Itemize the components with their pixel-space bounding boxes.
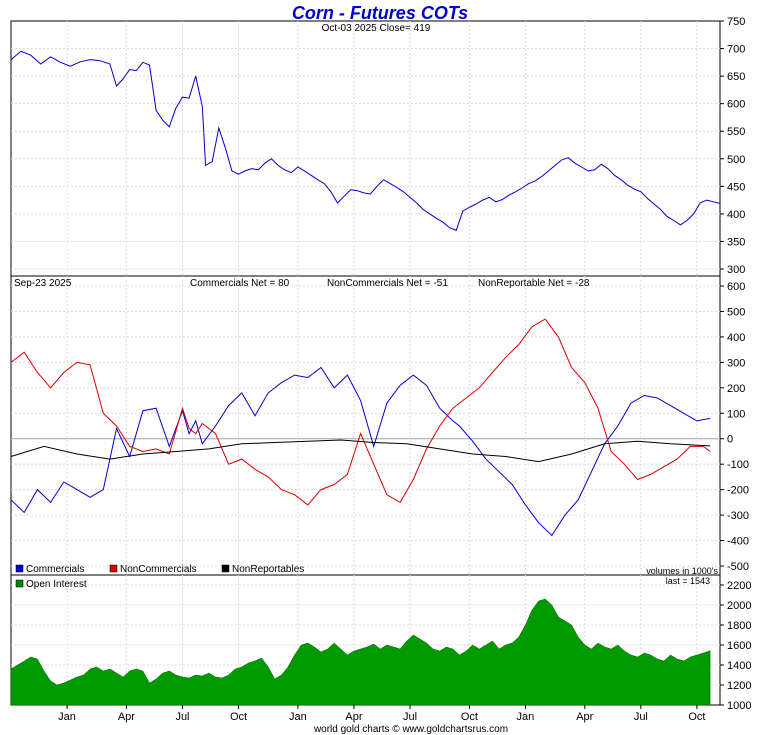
chart-title: Corn - Futures COTs xyxy=(292,3,468,23)
panel-frame xyxy=(10,275,721,576)
x-tick-label: Jul xyxy=(175,711,189,723)
y-tick-label: 400 xyxy=(727,332,745,344)
x-tick-label: Oct xyxy=(230,711,247,723)
x-tick-label: Jan xyxy=(58,711,76,723)
panel-frame xyxy=(10,20,721,277)
y-tick-label: 100 xyxy=(727,408,745,420)
y-tick-label: 600 xyxy=(727,281,745,293)
open-interest-panel: 1000 1200 1400 1600 1800 2000 2200 xyxy=(10,574,751,712)
net-line-commercials xyxy=(10,366,711,537)
y-tick-label: 300 xyxy=(727,264,745,276)
legend-open-interest: Open Interest xyxy=(26,579,87,590)
net-line-nonreportables xyxy=(10,439,711,463)
y-tick-label: 2200 xyxy=(727,580,751,592)
legend-noncommercials: NonCommercials xyxy=(120,564,197,575)
x-tick-label: Oct xyxy=(461,711,478,723)
x-tick-label: Jan xyxy=(517,711,535,723)
y-tick-label: 400 xyxy=(727,209,745,221)
y-tick-label: -400 xyxy=(727,536,749,548)
y-tick-label: -500 xyxy=(727,561,749,573)
y-tick-label: 750 xyxy=(727,16,745,28)
y-tick-label: 1800 xyxy=(727,620,751,632)
y-tick-label: 1200 xyxy=(727,680,751,692)
net-positions-panel: -500 -400 -300 -200 -100 0 100 200 300 400 500 600 xyxy=(10,275,749,576)
x-tick-label: Jul xyxy=(634,711,648,723)
y-tick-label: 1600 xyxy=(727,640,751,652)
y-tick-label: 450 xyxy=(727,181,745,193)
y-tick-label: 550 xyxy=(727,126,745,138)
y-tick-label: 2000 xyxy=(727,600,751,612)
price-line xyxy=(10,50,721,232)
y-tick-label: 500 xyxy=(727,306,745,318)
y-tick-label: 500 xyxy=(727,154,745,166)
x-tick-label: Oct xyxy=(688,711,705,723)
y-tick-label: 300 xyxy=(727,357,745,369)
net-line-noncommercials xyxy=(10,318,711,506)
legend-swatch-commercials xyxy=(15,564,24,573)
x-tick-label: Apr xyxy=(576,711,593,723)
x-tick-label: Jan xyxy=(289,711,307,723)
y-tick-label: -300 xyxy=(727,510,749,522)
y-tick-label: 200 xyxy=(727,383,745,395)
nonreportable-net-label: NonReportable Net = -28 xyxy=(478,278,590,289)
last-value-note: last = 1543 xyxy=(666,576,710,586)
legend-swatch-nonreportables xyxy=(221,564,230,573)
y-tick-label: 650 xyxy=(727,71,745,83)
y-tick-label: -100 xyxy=(727,459,749,471)
y-tick-label: 600 xyxy=(727,99,745,111)
x-tick-label: Jul xyxy=(403,711,417,723)
y-tick-label: 700 xyxy=(727,44,745,56)
chart-subtitle: Oct-03 2025 Close= 419 xyxy=(322,23,431,34)
y-tick-label: 1000 xyxy=(727,700,751,712)
volumes-note: volumes in 1000's xyxy=(646,566,718,576)
noncommercials-net-label: NonCommercials Net = -51 xyxy=(327,278,448,289)
y-tick-label: -200 xyxy=(727,485,749,497)
legend-nonreportables: NonReportables xyxy=(232,564,304,575)
y-tick-label: 1400 xyxy=(727,660,751,672)
x-tick-label: Apr xyxy=(118,711,135,723)
legend-swatch-noncommercials xyxy=(109,564,118,573)
commercials-net-label: Commercials Net = 80 xyxy=(190,278,290,289)
open-interest-area xyxy=(10,598,711,706)
footer-credit: world gold charts © www.goldchartsrus.co… xyxy=(313,724,508,735)
cot-date-label: Sep-23 2025 xyxy=(14,278,72,289)
y-tick-label: 350 xyxy=(727,236,745,248)
legend-commercials: Commercials xyxy=(26,564,84,575)
x-tick-label: Apr xyxy=(345,711,362,723)
y-tick-label: 0 xyxy=(727,434,733,446)
price-panel: 300 350 400 450 500 550 600 650 700 750 xyxy=(10,16,745,277)
legend-swatch-open-interest xyxy=(15,579,24,588)
time-axis: Jan Apr Jul Oct Jan Apr Jul Oct Jan Apr Jul Oct xyxy=(58,705,705,723)
